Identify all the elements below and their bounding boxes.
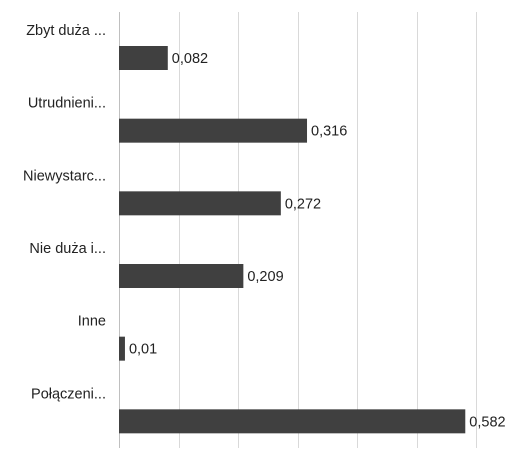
- bar: [119, 191, 281, 216]
- category-label: Nie duża i...: [29, 241, 106, 257]
- data-label: 0,01: [129, 342, 157, 358]
- bar: [119, 264, 244, 288]
- data-label: 0,582: [469, 414, 505, 430]
- bar: [119, 409, 466, 434]
- data-labels: 0,082 0,316 0,272 0,209 0,01 0,582: [129, 51, 506, 430]
- data-label: 0,209: [247, 269, 283, 285]
- gridlines: [119, 12, 477, 448]
- category-labels: Zbyt duża ... Utrudnieni... Niewystarc... N…: [23, 23, 106, 402]
- category-label: Niewystarc...: [23, 168, 106, 184]
- category-label: Zbyt duża ...: [26, 23, 106, 39]
- data-label: 0,272: [285, 196, 321, 212]
- category-label: Inne: [78, 314, 106, 330]
- bar: [119, 118, 308, 143]
- category-label: Utrudnieni...: [28, 96, 106, 112]
- bars: [119, 46, 466, 434]
- category-label: Połączeni...: [31, 386, 106, 402]
- bar: [119, 336, 125, 361]
- data-label: 0,082: [172, 51, 208, 67]
- bar: [119, 46, 168, 70]
- data-label: 0,316: [311, 124, 347, 140]
